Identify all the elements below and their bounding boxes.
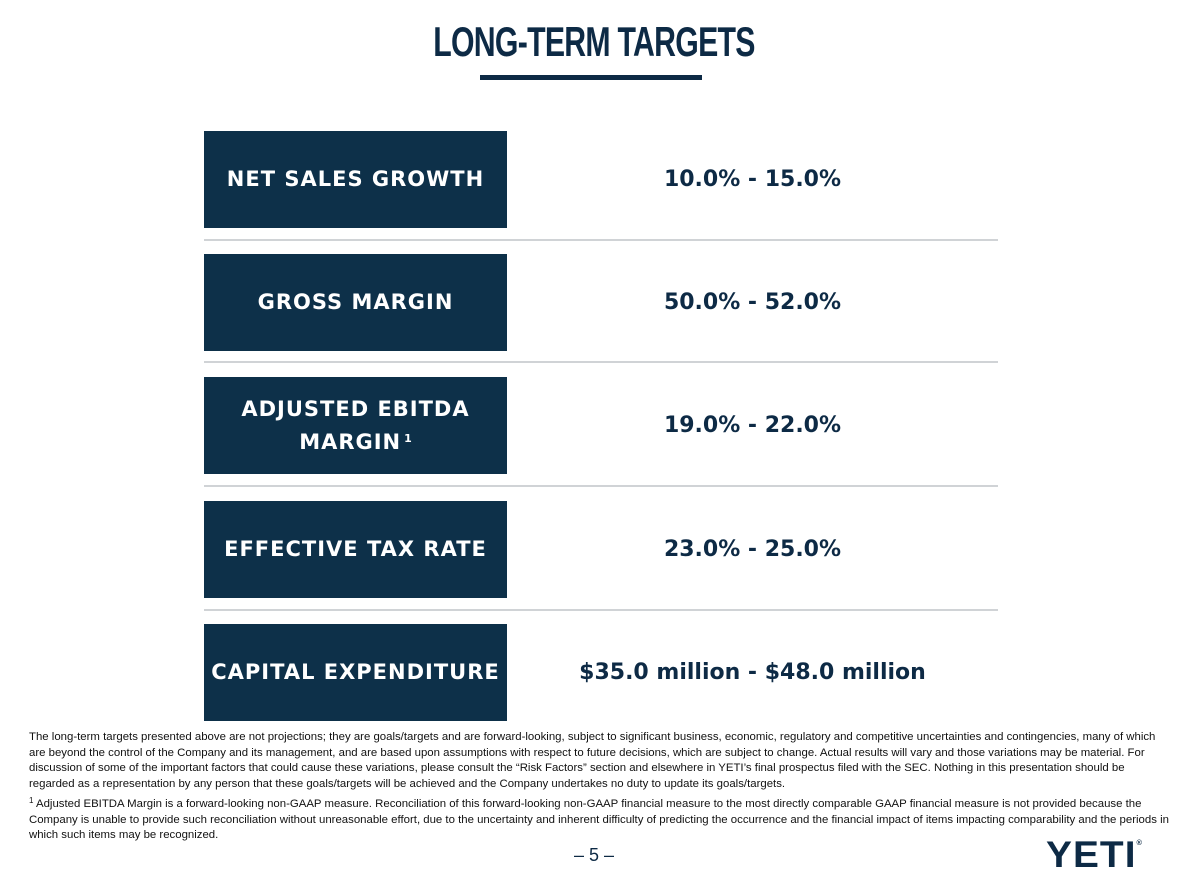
target-label-line2: MARGIN xyxy=(299,429,402,454)
target-label-box: EFFECTIVE TAX RATE xyxy=(204,501,507,598)
row-divider xyxy=(204,239,998,241)
target-label-box: ADJUSTED EBITDA MARGIN 1 xyxy=(204,377,507,474)
target-value: $35.0 million - $48.0 million xyxy=(579,660,926,685)
registered-mark: ® xyxy=(1136,840,1144,847)
footnote-1-marker: 1 xyxy=(29,795,34,805)
footnotes: The long-term targets presented above ar… xyxy=(29,730,1169,844)
footnote-1: 1 Adjusted EBITDA Margin is a forward-lo… xyxy=(29,793,1169,844)
title-underline xyxy=(480,75,702,80)
target-value: 19.0% - 22.0% xyxy=(663,413,842,438)
target-label: EFFECTIVE TAX RATE xyxy=(224,537,487,561)
row-divider xyxy=(204,485,998,487)
target-label-box: NET SALES GROWTH xyxy=(204,131,507,228)
target-label-line1: ADJUSTED EBITDA xyxy=(241,396,470,421)
target-row-effective-tax-rate: EFFECTIVE TAX RATE 23.0% - 25.0% xyxy=(204,501,998,598)
target-label-box: CAPITAL EXPENDITURE xyxy=(204,624,507,721)
target-label: NET SALES GROWTH xyxy=(226,167,485,191)
disclaimer-text: The long-term targets presented above ar… xyxy=(29,731,1156,791)
target-value: 23.0% - 25.0% xyxy=(663,537,842,562)
page-number: – 5 – xyxy=(573,845,615,865)
target-label: GROSS MARGIN xyxy=(257,290,454,314)
target-row-net-sales-growth: NET SALES GROWTH 10.0% - 15.0% xyxy=(204,131,998,228)
target-row-capital-expenditure: CAPITAL EXPENDITURE $35.0 million - $48.… xyxy=(204,624,998,721)
row-divider xyxy=(204,361,998,363)
row-divider xyxy=(204,609,998,611)
yeti-logo: YETI® xyxy=(1046,834,1143,876)
target-value: 50.0% - 52.0% xyxy=(663,290,842,315)
target-label: ADJUSTED EBITDA MARGIN 1 xyxy=(241,395,469,457)
target-label: CAPITAL EXPENDITURE xyxy=(211,660,500,684)
target-row-adjusted-ebitda-margin: ADJUSTED EBITDA MARGIN 1 19.0% - 22.0% xyxy=(204,377,998,474)
target-value: 10.0% - 15.0% xyxy=(663,167,842,192)
logo-text: YETI xyxy=(1046,834,1137,875)
footnote-ref: 1 xyxy=(404,431,412,445)
page-title: LONG-TERM TARGETS xyxy=(433,18,755,65)
target-label-box: GROSS MARGIN xyxy=(204,254,507,351)
footnote-1-text: Adjusted EBITDA Margin is a forward-look… xyxy=(29,797,1169,842)
target-row-gross-margin: GROSS MARGIN 50.0% - 52.0% xyxy=(204,254,998,351)
